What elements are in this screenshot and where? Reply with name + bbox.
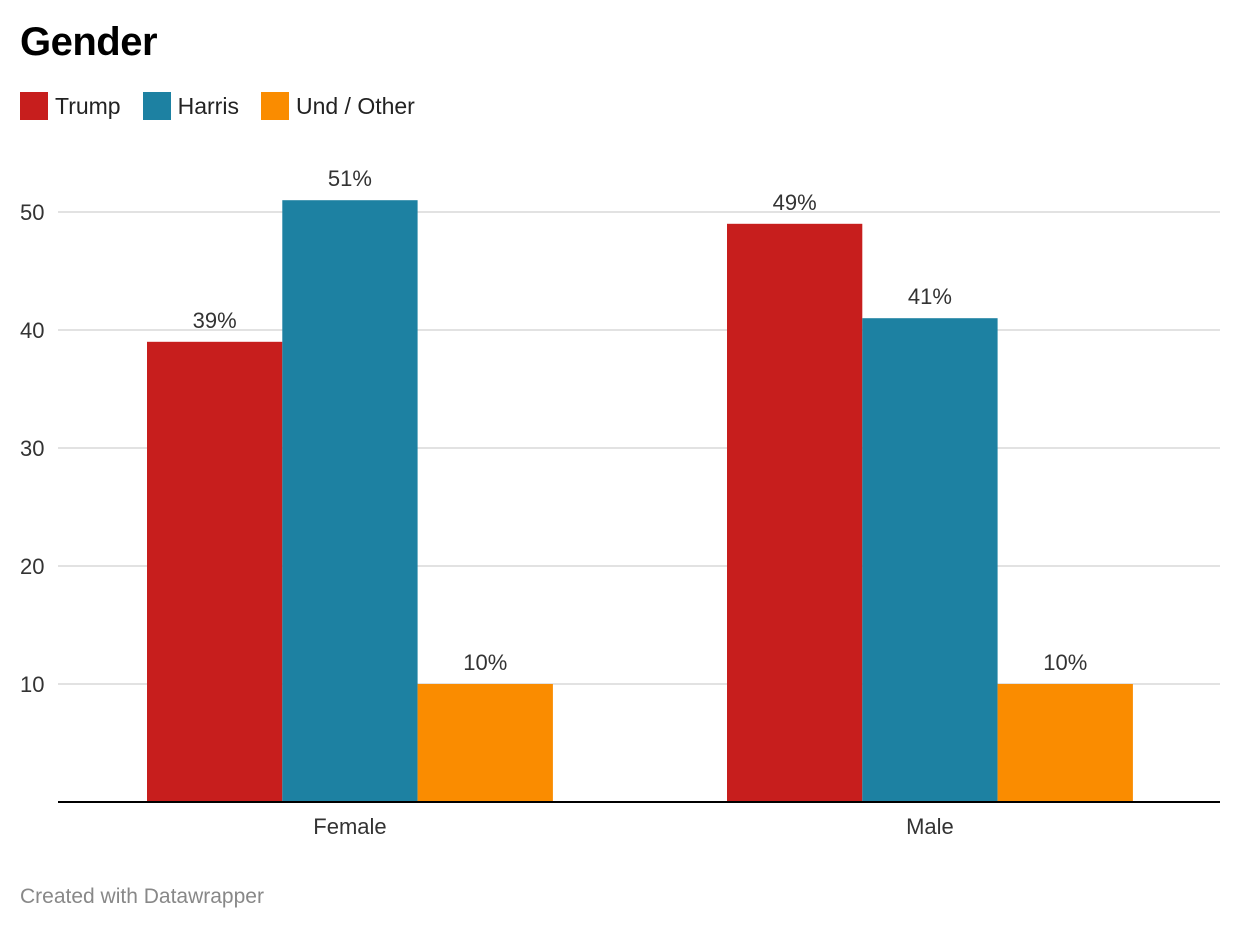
legend-label-trump: Trump [55, 92, 121, 119]
y-tick-label-50: 50 [20, 200, 44, 225]
bar-male-harris [862, 318, 998, 802]
legend-item-harris: Harris [142, 92, 239, 120]
legend-label-harris: Harris [177, 92, 239, 119]
x-tick-labels: Female Male [313, 814, 954, 839]
data-label-female-harris: 51% [328, 166, 372, 191]
labels-layer: 39% 51% 10% 49% 41% 10% [193, 166, 1088, 675]
x-tick-label-female: Female [313, 814, 386, 839]
legend-item-trump: Trump [20, 92, 121, 120]
chart-title: Gender [20, 20, 158, 64]
y-tick-label-20: 20 [20, 554, 44, 579]
bar-female-trump [147, 341, 283, 802]
bar-female-und-other [417, 684, 553, 802]
bar-male-trump [727, 223, 863, 803]
x-tick-label-male: Male [906, 814, 954, 839]
bars-layer [147, 200, 1133, 803]
y-tick-label-40: 40 [20, 318, 44, 343]
data-label-female-trump: 39% [193, 308, 237, 333]
data-label-male-trump: 49% [773, 190, 817, 215]
legend-item-und-other: Und / Other [260, 92, 415, 120]
legend-swatch-trump [20, 92, 48, 120]
data-label-male-und-other: 10% [1043, 650, 1087, 675]
data-label-female-und-other: 10% [463, 650, 507, 675]
y-tick-label-30: 30 [20, 436, 44, 461]
legend-swatch-und-other [260, 92, 289, 120]
footer-credit: Created with Datawrapper [20, 885, 264, 908]
legend-label-und-other: Und / Other [295, 92, 415, 119]
y-tick-label-10: 10 [20, 672, 44, 697]
legend: Trump Harris Und / Other [20, 92, 415, 120]
bar-female-harris [282, 200, 418, 802]
bar-male-und-other [997, 684, 1133, 802]
data-label-male-harris: 41% [908, 284, 952, 309]
legend-swatch-harris [142, 92, 171, 120]
